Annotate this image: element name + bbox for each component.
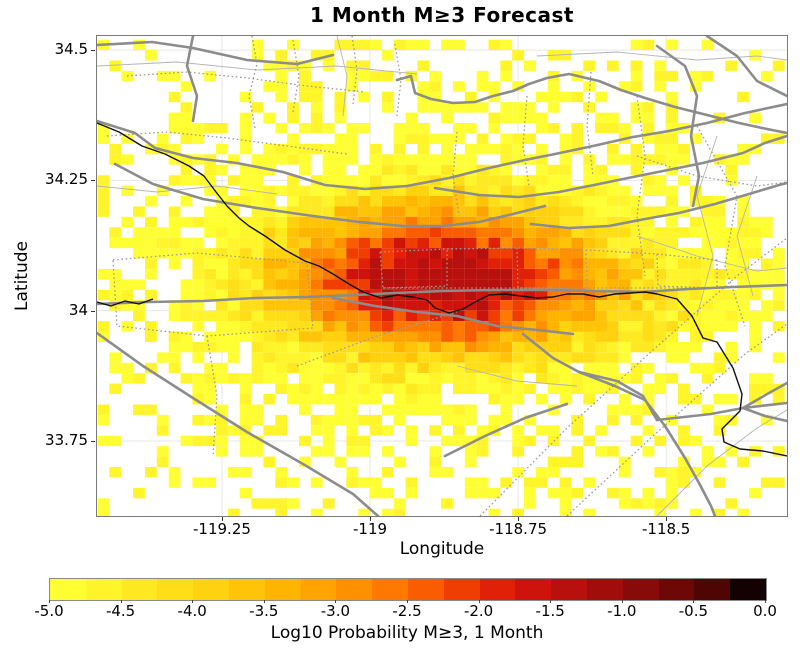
colorbar-tick-mark — [621, 600, 623, 603]
colorbar-segment — [228, 579, 265, 600]
colorbar-tick-mark — [550, 600, 552, 603]
colorbar-segment — [336, 579, 373, 600]
colorbar-tick-label: -1.5 — [535, 602, 565, 620]
x-tick-label: -118.75 — [489, 520, 548, 538]
y-tick-label: 34 — [68, 300, 88, 319]
colorbar-tick-label: 0.0 — [753, 602, 777, 620]
dotted-faults-layer — [106, 36, 787, 516]
x-tick-mark — [370, 517, 372, 521]
y-tick-mark — [91, 50, 95, 52]
colorbar-tick-mark — [765, 600, 766, 603]
colorbar — [49, 578, 767, 601]
colorbar-segment — [193, 579, 229, 600]
heatmap-cells-layer — [97, 39, 785, 516]
colorbar-segment — [121, 579, 158, 600]
colorbar-segment — [300, 579, 337, 600]
colorbar-tick-mark — [192, 600, 194, 603]
y-tick-mark — [91, 440, 95, 442]
colorbar-segment — [50, 579, 86, 600]
colorbar-segment — [730, 579, 766, 600]
colorbar-tick-label: -4.0 — [177, 602, 207, 620]
colorbar-tick-label: -2.5 — [392, 602, 422, 620]
map-plot-area — [96, 35, 788, 517]
coastline-layer — [97, 122, 787, 457]
colorbar-tick-mark — [263, 600, 265, 603]
colorbar-segment — [479, 579, 516, 600]
colorbar-tick-label: -2.0 — [463, 602, 494, 620]
thin-faults-layer — [97, 36, 787, 516]
x-tick-mark — [221, 517, 223, 521]
major-faults-layer — [97, 36, 787, 516]
colorbar-segment — [622, 579, 659, 600]
colorbar-tick-mark — [693, 600, 695, 603]
x-axis-label: Longitude — [399, 539, 485, 559]
colorbar-segment — [694, 579, 731, 600]
colorbar-tick-mark — [120, 600, 122, 603]
colorbar-segment — [157, 579, 194, 600]
colorbar-segment — [443, 579, 480, 600]
map-svg — [97, 36, 787, 516]
y-tick-label: 34.25 — [45, 170, 88, 189]
y-tick-mark — [91, 180, 95, 182]
colorbar-tick-label: -5.0 — [34, 602, 64, 620]
colorbar-tick-label: -3.5 — [249, 602, 279, 620]
colorbar-tick-mark — [407, 600, 408, 603]
colorbar-segment — [264, 579, 301, 600]
colorbar-segment — [407, 579, 444, 600]
figure-title: 1 Month M≥3 Forecast — [310, 3, 574, 27]
x-tick-label: -119 — [353, 520, 388, 538]
x-tick-label: -118.5 — [641, 520, 691, 538]
colorbar-segment — [85, 579, 122, 600]
colorbar-segment — [551, 579, 587, 600]
y-tick-mark — [91, 310, 95, 312]
x-tick-label: -119.25 — [193, 520, 251, 538]
colorbar-label: Log10 Probability M≥3, 1 Month — [270, 623, 544, 643]
x-tick-mark — [518, 517, 520, 521]
y-tick-label: 34.5 — [54, 40, 88, 59]
colorbar-tick-label: -1.0 — [607, 602, 637, 620]
colorbar-tick-label: -4.5 — [105, 602, 136, 620]
y-tick-label: 33.75 — [45, 430, 88, 449]
colorbar-segment — [586, 579, 623, 600]
colorbar-tick-mark — [478, 600, 480, 603]
x-tick-mark — [666, 517, 668, 521]
colorbar-tick-mark — [49, 600, 50, 603]
colorbar-tick-mark — [335, 600, 337, 603]
colorbar-tick-label: -0.5 — [678, 602, 709, 620]
colorbar-tick-label: -3.0 — [320, 602, 351, 620]
y-axis-label: Latitude — [12, 241, 32, 311]
colorbar-segment — [372, 579, 408, 600]
colorbar-segment — [515, 579, 552, 600]
colorbar-segment — [658, 579, 695, 600]
